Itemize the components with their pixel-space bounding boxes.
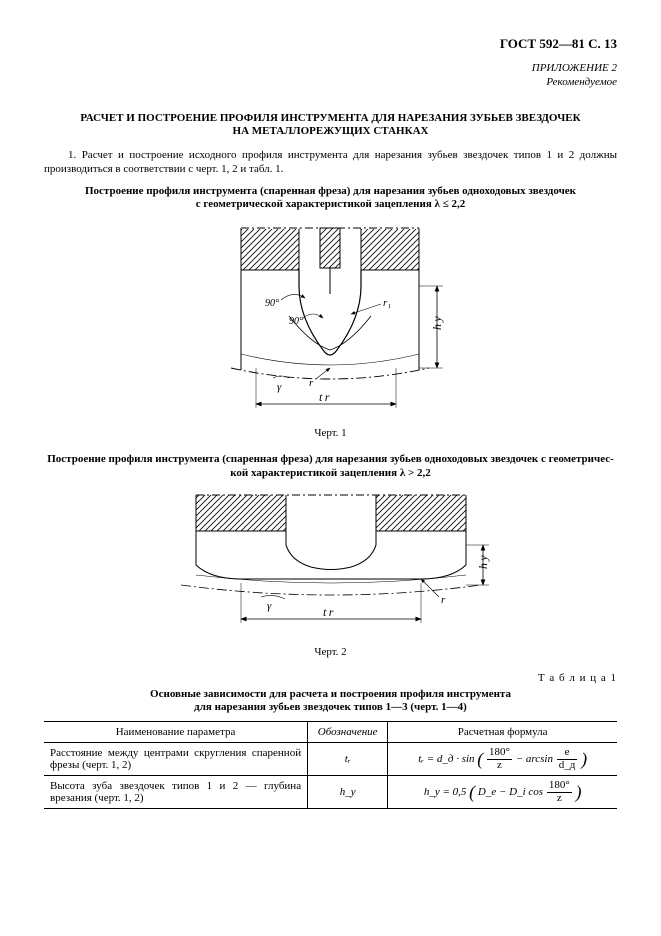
cell-name-2: Высота зуба звездочек типов 1 и 2 — глуб… <box>44 776 308 809</box>
table-caption-line1: Основные зависимости для расчета и постр… <box>150 688 511 700</box>
fig1-r1: r₁ <box>383 297 391 309</box>
cell-sym-1: tᵣ <box>308 743 388 776</box>
section-title-line2: НА МЕТАЛЛОРЕЖУЩИХ СТАНКАХ <box>233 125 429 137</box>
formula-table: Наименование параметра Обозначение Расче… <box>44 721 617 809</box>
fig1-gamma: γ <box>277 381 282 393</box>
page-root: ГОСТ 592—81 С. 13 ПРИЛОЖЕНИЕ 2 Рекоменду… <box>0 0 661 837</box>
figure-2: γ r t r h y <box>44 487 617 640</box>
fig2-caption-line2: кой характеристикой зацепления λ > 2,2 <box>230 467 431 479</box>
appendix-num: ПРИЛОЖЕНИЕ 2 <box>532 62 617 74</box>
th-formula: Расчетная формула <box>388 722 617 743</box>
th-name: Наименование параметра <box>44 722 308 743</box>
fig1-caption-line2: с геометрической характеристикой зацепле… <box>196 198 465 210</box>
fig2-tr: t r <box>323 605 334 619</box>
f2-frac-den: z <box>547 793 572 805</box>
fig1-caption: Построение профиля инструмента (спаренна… <box>44 185 617 213</box>
section-title: РАСЧЕТ И ПОСТРОЕНИЕ ПРОФИЛЯ ИНСТРУМЕНТА … <box>44 112 617 140</box>
f1-frac1-den: z <box>487 760 512 772</box>
f1-frac2-den: d_д <box>557 760 578 772</box>
cell-formula-2: h_y = 0,5 ( D_e − D_i cos 180° z ) <box>388 776 617 809</box>
th-symbol: Обозначение <box>308 722 388 743</box>
fig1-hy: h y <box>430 316 444 330</box>
fig2-caption: Построение профиля инструмента (спаренна… <box>44 453 617 481</box>
doc-code: ГОСТ 592—81 С. 13 <box>44 36 617 52</box>
fig2-hy: h y <box>476 554 490 568</box>
figure-1: 90° 90° r₁ r γ t r h y <box>44 218 617 421</box>
fig1-tr: t r <box>319 390 330 404</box>
figure-2-svg: γ r t r h y <box>141 487 521 637</box>
fig1-r: r <box>309 377 314 389</box>
fig1-angle2: 90° <box>289 316 303 327</box>
fig1-angle1: 90° <box>265 298 279 309</box>
cell-sym-2: h_y <box>308 776 388 809</box>
f1-mid: − arcsin <box>516 753 556 765</box>
table-number: Т а б л и ц а 1 <box>44 672 617 684</box>
table-row: Высота зуба звездочек типов 1 и 2 — глуб… <box>44 776 617 809</box>
fig2-r: r <box>441 594 446 606</box>
f1-lhs: tᵣ = d_д · sin <box>418 753 474 765</box>
para-1: 1. Расчет и построение исходного профиля… <box>44 149 617 177</box>
f2-lhs: h_y = 0,5 <box>424 786 469 798</box>
fig2-caption-line1: Построение профиля инструмента (спаренна… <box>47 453 614 465</box>
table-row: Расстояние между центрами скругления спа… <box>44 743 617 776</box>
fig1-label: Черт. 1 <box>44 427 617 439</box>
table-header-row: Наименование параметра Обозначение Расче… <box>44 722 617 743</box>
appendix-kind: Рекомендуемое <box>546 76 617 88</box>
table-caption-line2: для нарезания зубьев звездочек типов 1—3… <box>194 701 467 713</box>
f1-frac2-num: e <box>557 747 578 760</box>
section-title-line1: РАСЧЕТ И ПОСТРОЕНИЕ ПРОФИЛЯ ИНСТРУМЕНТА … <box>80 112 580 124</box>
f2-frac-num: 180° <box>547 780 572 793</box>
cell-name-1: Расстояние между центрами скругления спа… <box>44 743 308 776</box>
figure-1-svg: 90° 90° r₁ r γ t r h y <box>181 218 481 418</box>
fig1-caption-line1: Построение профиля инструмента (спаренна… <box>85 185 576 197</box>
f2-inner-pre: D_e − D_i cos <box>478 786 546 798</box>
cell-formula-1: tᵣ = d_д · sin ( 180° z − arcsin e d_д ) <box>388 743 617 776</box>
appendix-block: ПРИЛОЖЕНИЕ 2 Рекомендуемое <box>44 62 617 90</box>
f1-frac1-num: 180° <box>487 747 512 760</box>
fig2-gamma: γ <box>267 600 272 612</box>
fig2-label: Черт. 2 <box>44 646 617 658</box>
table-caption: Основные зависимости для расчета и постр… <box>44 688 617 716</box>
